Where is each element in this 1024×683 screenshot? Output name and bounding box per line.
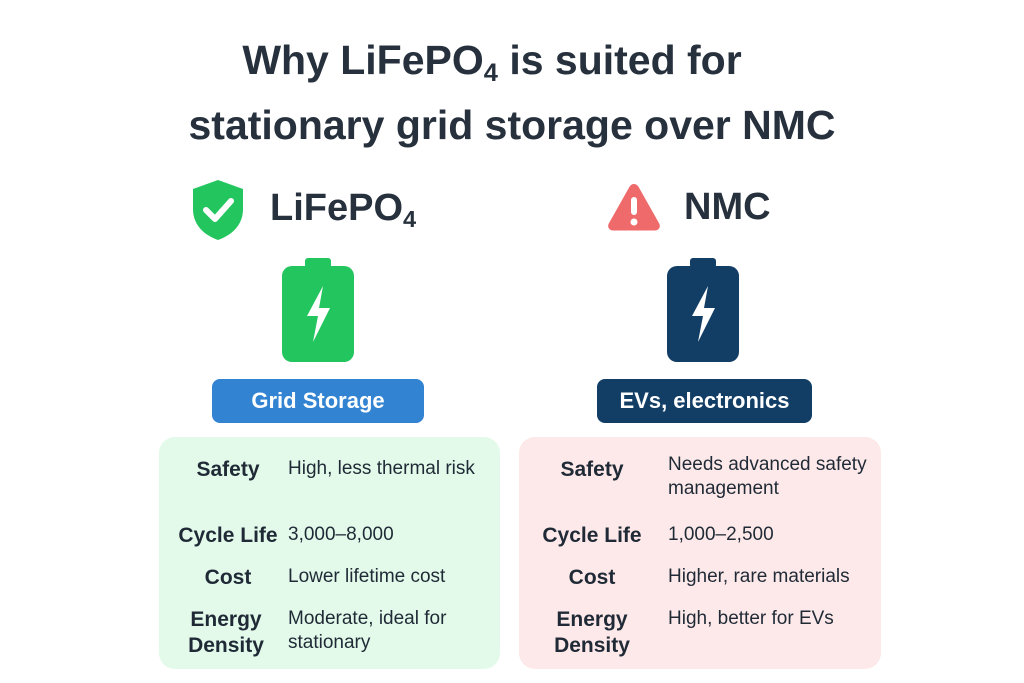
nmc-properties-card: Safety Needs advanced safety management …: [519, 437, 881, 669]
property-label: Cost: [568, 566, 616, 589]
property-value: High, less thermal risk: [288, 458, 475, 479]
lifepo4-properties-card: Safety High, less thermal risk Cycle Lif…: [159, 437, 500, 669]
lifepo4-name: LiFePO4: [270, 187, 416, 233]
property-value: 3,000–8,000: [288, 524, 394, 545]
lifepo4-name-subscript: 4: [403, 206, 417, 233]
battery-bolt-icon: [282, 258, 354, 362]
title-prefix: Why LiFePO: [242, 37, 484, 83]
property-label: Safety: [196, 458, 260, 481]
lifepo4-name-text: LiFePO: [270, 186, 404, 229]
title-line-2: stationary grid storage over NMC: [188, 102, 836, 149]
shield-check-icon: [193, 180, 243, 240]
title-subscript: 4: [483, 59, 498, 88]
lifepo4-heading: LiFePO4: [190, 178, 416, 242]
property-value: Needs advanced safety management: [668, 454, 867, 499]
property-value: Moderate, ideal for stationary: [288, 608, 447, 653]
nmc-heading: NMC: [606, 181, 771, 233]
warning-triangle-icon: [608, 184, 660, 231]
property-value: Higher, rare materials: [668, 566, 850, 587]
title-suffix: is suited for: [497, 37, 742, 83]
use-case-badge-grid-storage: Grid Storage: [212, 379, 424, 423]
property-label: Safety: [560, 458, 624, 481]
battery-bolt-icon: [667, 258, 739, 362]
property-label: Energy Density: [554, 608, 630, 657]
page-title: Why LiFePO4 is suited for stationary gri…: [0, 34, 1024, 151]
property-value: 1,000–2,500: [668, 524, 774, 545]
nmc-name: NMC: [684, 185, 771, 228]
property-label: Cycle Life: [178, 524, 278, 547]
property-label: Energy Density: [188, 608, 264, 657]
property-value: High, better for EVs: [668, 608, 834, 629]
use-case-badge-evs: EVs, electronics: [597, 379, 812, 423]
title-line-1: Why LiFePO4 is suited for: [0, 34, 1024, 99]
property-label: Cost: [204, 566, 252, 589]
property-label: Cycle Life: [542, 524, 642, 547]
property-value: Lower lifetime cost: [288, 566, 446, 587]
